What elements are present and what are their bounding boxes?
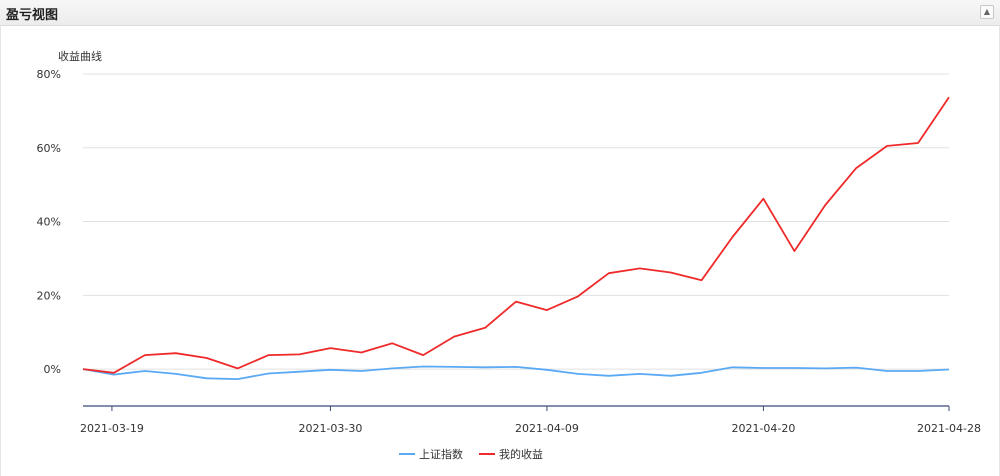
y-tick-label: 40%	[37, 216, 61, 229]
y-tick-label: 20%	[37, 289, 61, 302]
legend: 上证指数 我的收益	[399, 447, 543, 461]
profit-loss-chart: 0% 20% 40% 60% 80% 2021-03-19 2021-03-30 2021-0…	[37, 49, 981, 461]
x-tick-label: 2021-04-09	[515, 422, 579, 435]
x-tick-label: 2021-04-20	[731, 422, 795, 435]
panel-title: 盈亏视图	[6, 8, 59, 23]
grid-layer	[83, 73, 949, 370]
y-tick-label: 80%	[37, 68, 61, 81]
series-line-index	[82, 365, 950, 381]
y-tick-label: 60%	[37, 142, 61, 155]
legend-label: 上证指数	[419, 447, 463, 461]
axis-layer: 0% 20% 40% 60% 80% 2021-03-19 2021-03-30 2021-0…	[37, 68, 981, 435]
panel-header: 盈亏视图 ▲	[0, 0, 1000, 26]
series-line-profit	[82, 96, 950, 374]
chevron-up-icon[interactable]: ▲	[980, 5, 994, 19]
legend-label: 我的收益	[499, 447, 543, 461]
y-axis-title: 收益曲线	[58, 49, 102, 63]
series-layer	[82, 96, 950, 381]
x-tick-label: 2021-03-30	[298, 422, 362, 435]
y-tick-label: 0%	[44, 363, 61, 376]
chart-frame: 0% 20% 40% 60% 80% 2021-03-19 2021-03-30 2021-0…	[0, 26, 1000, 476]
x-tick-label: 2021-03-19	[80, 422, 144, 435]
x-tick-label: 2021-04-28	[917, 422, 981, 435]
